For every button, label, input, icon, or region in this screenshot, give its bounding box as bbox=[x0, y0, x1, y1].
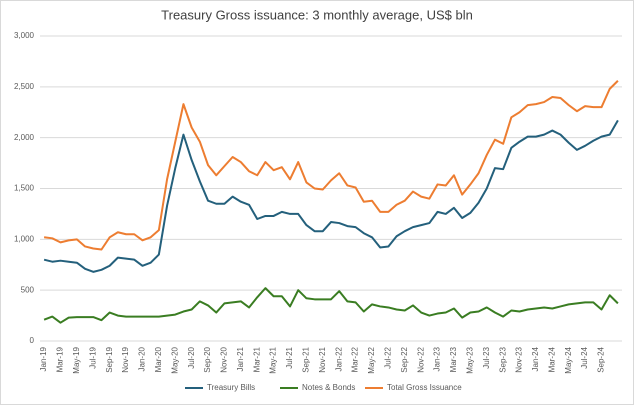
series-line bbox=[43, 80, 619, 251]
x-tick-label: Sep-22 bbox=[400, 346, 409, 372]
series-line bbox=[43, 119, 619, 273]
x-tick-label: Mar-23 bbox=[449, 346, 458, 372]
x-tick-label: Jul-23 bbox=[482, 346, 491, 368]
x-tick-label: Nov-23 bbox=[515, 346, 524, 372]
y-tick-label: 500 bbox=[21, 285, 35, 294]
x-tick-label: Sep-19 bbox=[105, 346, 114, 372]
legend-label: Total Gross Issuance bbox=[387, 383, 462, 392]
y-tick-label: 0 bbox=[30, 336, 35, 345]
x-tick-label: Jul-24 bbox=[580, 346, 589, 368]
y-tick-label: 1,500 bbox=[14, 184, 35, 193]
x-tick-label: Jan-22 bbox=[334, 346, 343, 371]
y-tick-label: 1,000 bbox=[14, 234, 35, 243]
x-tick-label: Mar-21 bbox=[252, 346, 261, 372]
x-tick-label: Mar-24 bbox=[547, 346, 556, 372]
x-tick-label: Nov-20 bbox=[220, 346, 229, 372]
x-tick-label: Jan-20 bbox=[138, 346, 147, 371]
chart-title: Treasury Gross issuance: 3 monthly avera… bbox=[161, 7, 473, 22]
x-tick-label: Jan-24 bbox=[531, 346, 540, 371]
x-tick-label: Mar-22 bbox=[351, 346, 360, 372]
x-tick-label: May-24 bbox=[564, 346, 573, 373]
x-tick-label: Sep-20 bbox=[203, 346, 212, 372]
x-tick-label: Mar-19 bbox=[56, 346, 65, 372]
x-tick-label: Sep-24 bbox=[597, 346, 606, 372]
x-tick-label: May-23 bbox=[465, 346, 474, 373]
x-tick-label: Jan-21 bbox=[236, 346, 245, 371]
x-tick-label: May-22 bbox=[367, 346, 376, 373]
x-tick-label: Jul-20 bbox=[187, 346, 196, 368]
x-tick-label: Mar-20 bbox=[154, 346, 163, 372]
x-tick-label: May-20 bbox=[170, 346, 179, 373]
x-tick-label: Nov-21 bbox=[318, 346, 327, 372]
x-tick-label: Sep-21 bbox=[302, 346, 311, 372]
x-tick-label: Jul-22 bbox=[383, 346, 392, 368]
x-tick-label: Nov-19 bbox=[121, 346, 130, 372]
x-tick-label: Jul-21 bbox=[285, 346, 294, 368]
y-tick-label: 2,000 bbox=[14, 133, 35, 142]
x-tick-label: May-19 bbox=[72, 346, 81, 373]
legend-label: Notes & Bonds bbox=[302, 383, 355, 392]
y-tick-label: 3,000 bbox=[14, 31, 35, 40]
x-tick-label: Jul-19 bbox=[88, 346, 97, 368]
x-tick-label: Nov-22 bbox=[416, 346, 425, 372]
x-tick-label: Sep-23 bbox=[498, 346, 507, 372]
x-tick-label: Jan-19 bbox=[39, 346, 48, 371]
legend-label: Treasury Bills bbox=[207, 383, 255, 392]
x-tick-label: Jan-23 bbox=[433, 346, 442, 371]
y-tick-label: 2,500 bbox=[14, 82, 35, 91]
series-line bbox=[43, 287, 619, 324]
x-tick-label: May-21 bbox=[269, 346, 278, 373]
